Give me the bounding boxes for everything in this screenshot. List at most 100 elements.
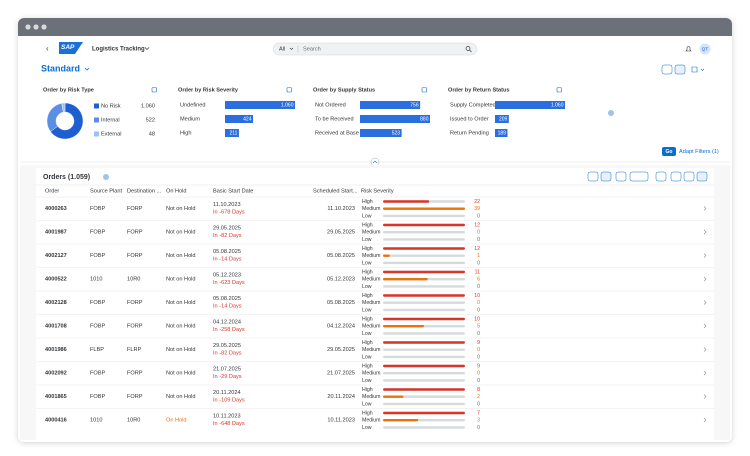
bar (495, 115, 509, 123)
avatar[interactable] (699, 43, 711, 55)
row-chevron[interactable] (703, 323, 707, 329)
legend-label: No Risk (101, 103, 121, 109)
source-plant: FOBP (90, 370, 105, 376)
chart-title: Order by Return Status (448, 87, 510, 93)
risk-level: Medium (362, 300, 380, 306)
risk-bar (383, 341, 465, 344)
order-id: 4002127 (45, 253, 67, 259)
window-dot (33, 24, 39, 30)
column-header: Destination ... (127, 188, 162, 194)
destination: FORP (127, 300, 143, 306)
order-id: 4000263 (45, 206, 67, 212)
go-button[interactable] (662, 147, 676, 156)
order-id: 4002128 (45, 300, 67, 306)
row-chevron[interactable] (703, 394, 707, 399)
adapt-filters[interactable]: Adapt Filters (1) (679, 149, 719, 155)
row-chevron[interactable] (703, 206, 707, 211)
risk-track (383, 395, 465, 398)
risk-value: 0 (477, 237, 480, 243)
toolbar-button[interactable] (674, 64, 686, 75)
toolbar-button[interactable] (696, 171, 708, 182)
bar (360, 115, 430, 123)
search-placeholder[interactable]: Search (303, 46, 321, 52)
table-toolbar (587, 171, 708, 182)
risk-bar (383, 207, 465, 210)
bar (225, 101, 295, 109)
bar-label: Not Ordered (315, 102, 346, 108)
risk-level: High (362, 410, 373, 416)
source-plant: FOBP (90, 394, 105, 400)
search-icon[interactable] (465, 46, 471, 51)
risk-track (383, 238, 465, 241)
risk-level: Low (362, 425, 372, 431)
logo-shape (59, 42, 83, 54)
risk-value: 12 (474, 222, 480, 228)
risk-track (383, 261, 465, 265)
expand-icon[interactable] (556, 87, 562, 93)
days-until: In -258 Days (213, 327, 245, 333)
scheduled-start: 05.08.2025 (327, 253, 355, 259)
toolbar-button[interactable] (670, 171, 682, 182)
risk-value: 9 (477, 340, 480, 346)
toolbar-button[interactable] (655, 171, 667, 182)
column-header: Source Plant (90, 188, 122, 194)
row-chevron[interactable] (703, 253, 707, 258)
search-scope[interactable]: All (279, 46, 285, 52)
expand-icon[interactable] (286, 87, 292, 93)
bar-label: Undefined (180, 102, 206, 108)
risk-value: 10 (474, 293, 480, 299)
risk-level: Low (362, 284, 372, 290)
toolbar-button[interactable] (587, 171, 599, 182)
risk-track (383, 348, 465, 351)
bar-label: Supply Completed (450, 102, 496, 108)
row-chevron[interactable] (703, 300, 707, 305)
legend-swatch (94, 103, 99, 109)
on-hold: Not on Hold (166, 394, 196, 400)
row-chevron[interactable] (703, 276, 707, 282)
collapse-button[interactable] (370, 157, 380, 167)
basic-start-date: 11.10.2023 (213, 202, 241, 208)
row-chevron[interactable] (703, 347, 707, 352)
search-icon (469, 49, 472, 53)
back-button[interactable]: ‹ (46, 44, 49, 53)
risk-level: Medium (362, 371, 380, 377)
row-chevron[interactable] (703, 229, 707, 235)
logo: SAP (61, 44, 75, 51)
risk-track (383, 254, 465, 257)
source-plant: FLBP (90, 347, 104, 353)
toolbar-button[interactable] (629, 171, 649, 182)
risk-track (383, 301, 465, 304)
destination: 10R0 (127, 417, 140, 423)
bar-value: 211 (229, 130, 237, 136)
search-field[interactable] (272, 42, 478, 56)
scheduled-start: 05.08.2025 (327, 300, 355, 306)
source-plant: FOBP (90, 229, 105, 235)
bar (360, 129, 402, 137)
app-title[interactable]: Logistics Tracking (92, 47, 145, 53)
source-plant: 1010 (90, 276, 102, 282)
row-chevron[interactable] (703, 417, 707, 423)
bar-label: Return Pending (450, 130, 489, 136)
order-id: 4001987 (45, 229, 67, 235)
toolbar-button[interactable] (683, 171, 695, 182)
risk-value: 22 (474, 199, 480, 205)
toolbar-button[interactable] (689, 64, 707, 75)
toolbar-button[interactable] (615, 171, 627, 182)
cursor-dot (608, 110, 614, 116)
notification-icon[interactable] (685, 46, 692, 52)
risk-level: High (362, 340, 373, 346)
basic-start-date: 10.11.2023 (213, 413, 241, 419)
row-chevron[interactable] (703, 370, 707, 376)
risk-bar (383, 395, 404, 398)
toolbar-button[interactable] (661, 64, 673, 75)
scheduled-start: 11.10.2023 (327, 206, 355, 212)
expand-icon[interactable] (421, 87, 427, 93)
risk-value: 6 (477, 277, 480, 283)
risk-value: 2 (477, 394, 480, 400)
toolbar-button[interactable] (600, 171, 612, 182)
variant-title[interactable]: Standard (41, 63, 80, 73)
expand-icon[interactable] (151, 87, 157, 93)
chart-title: Order by Risk Severity (178, 87, 239, 93)
risk-level: High (362, 269, 373, 275)
